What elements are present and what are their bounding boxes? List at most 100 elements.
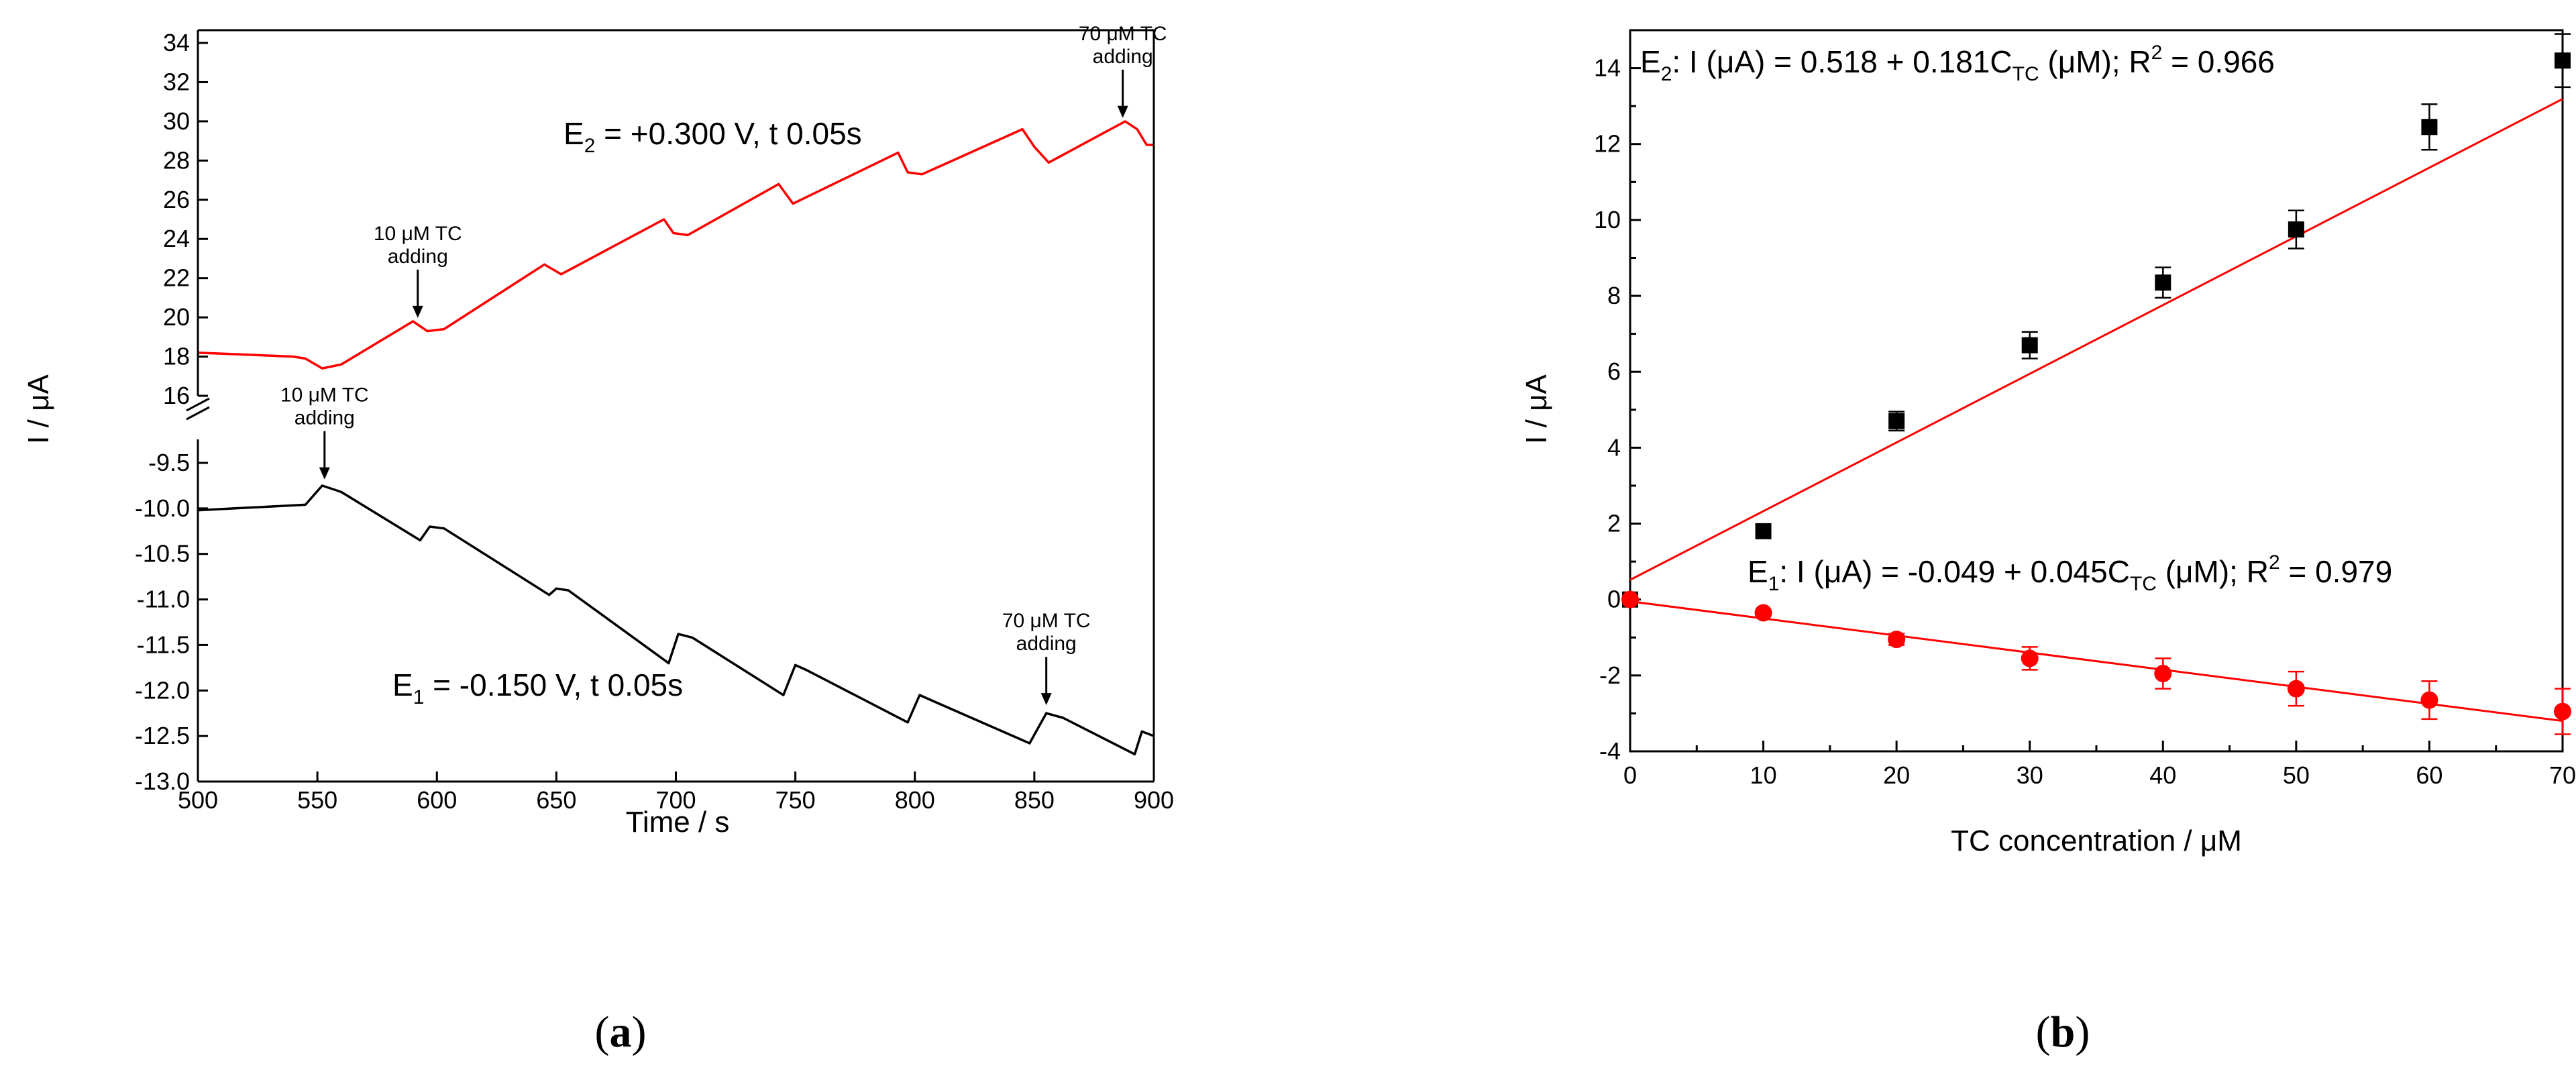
panel-b-e2-fit-line <box>1629 98 2563 581</box>
panel-a-upper-y-tick-label: 20 <box>163 303 190 331</box>
panel-b-data-points <box>1621 33 2571 735</box>
panel-a-upper-y-ticks: 16 18 20 22 24 26 28 30 32 34 <box>163 29 208 409</box>
panel-b-x-axis-title: TC concentration / μM <box>1951 824 2242 857</box>
annotation-text-line1: 10 μM TC <box>374 223 462 245</box>
annotation-text-line2: adding <box>1016 633 1077 655</box>
panel-a-y-axis-title: I / μA <box>22 374 55 444</box>
panel-a-upper-y-tick-label: 34 <box>163 29 190 56</box>
panel-a-e2-current-line <box>197 120 1154 370</box>
annotation-text-line2: adding <box>1093 46 1153 68</box>
panel-a-upper-y-tick-label: 32 <box>163 68 190 95</box>
panel-a-upper-y-tick-label: 18 <box>163 343 190 370</box>
panel-a-label: (a) <box>595 1008 647 1057</box>
panel-a-e2-label: E2 = +0.300 V, t 0.05s <box>564 116 862 157</box>
annotation-text-line1: 70 μM TC <box>1079 23 1167 45</box>
panel-b-e1-equation: E1: I (μA) = -0.049 + 0.045CTC (μM); R2 … <box>1748 551 2392 595</box>
annotation-arrow-head <box>1117 105 1128 118</box>
annotation-arrow-head <box>412 305 423 318</box>
panel-b-y-tick-label: 12 <box>1594 130 1621 158</box>
panel-b-y-tick-label: 8 <box>1607 282 1621 309</box>
panel-b-y-tick-label: 6 <box>1607 358 1621 385</box>
panel-a-x-ticks: 500 550 600 650 700 750 800 850 900 <box>178 771 1174 814</box>
panel-b-e1-point <box>2287 680 2305 698</box>
panel-b-chart: 0 10 20 30 40 50 60 70 -4 -2 0 2 4 6 8 10 12 14 E2: I (μA… <box>1520 29 2576 1057</box>
annotation-text-line2: adding <box>388 246 448 268</box>
panel-b-x-tick-label: 60 <box>2416 761 2443 789</box>
panel-a-axis-break-top <box>186 397 210 412</box>
panel-a-x-tick-label: 750 <box>775 786 816 814</box>
panel-b-x-tick-label: 50 <box>2283 761 2310 789</box>
panel-b-y-tick-label: 2 <box>1607 510 1621 537</box>
panel-a-upper-y-tick-label: 28 <box>163 146 190 174</box>
panel-a-upper-y-tick-label: 24 <box>163 225 190 252</box>
panel-b-fit-lines <box>1629 98 2563 723</box>
panel-a-x-tick-label: 700 <box>655 786 696 814</box>
panel-a-upper-y-tick-label: 22 <box>163 264 190 292</box>
panel-b-e2-equation: E2: I (μA) = 0.518 + 0.181CTC (μM); R2 =… <box>1640 42 2275 85</box>
panel-b-x-tick-label: 20 <box>1883 761 1910 789</box>
annotation-arrow-head <box>1040 693 1052 706</box>
panel-a-upper-y-tick-label: 16 <box>163 382 190 409</box>
panel-a-lower-y-tick-label: -11.5 <box>137 631 190 658</box>
panel-b-x-tick-label: 0 <box>1623 761 1637 789</box>
panel-b-label: (b) <box>2036 1008 2090 1057</box>
panel-a-axis-break-bottom <box>186 406 210 421</box>
panel-a-upper-y-tick-label: 30 <box>163 107 190 135</box>
panel-b-e2-point <box>2421 119 2438 136</box>
annotation-text-line1: 10 μM TC <box>280 384 369 407</box>
panel-a-x-tick-label: 900 <box>1134 786 1174 814</box>
panel-a-x-tick-label: 600 <box>417 786 457 814</box>
panel-a-lower-y-ticks: -9.5 -10.0 -10.5 -11.0 -11.5 -12.0 -12.5 -13.0 <box>135 449 208 795</box>
panel-b-x-tick-label: 10 <box>1750 761 1777 789</box>
panel-a-e1-label: E1 = -0.150 V, t 0.05s <box>392 667 683 708</box>
panel-b-e1-point <box>2021 649 2039 667</box>
panel-a-lower-y-tick-label: -12.0 <box>135 676 190 704</box>
annotation-text-line1: 70 μM TC <box>1002 610 1091 632</box>
annotation-arrow-head <box>319 467 330 480</box>
panel-b-y-tick-label: -4 <box>1599 737 1621 765</box>
panel-b-e1-point <box>2154 665 2172 683</box>
panel-b-y-tick-label: 4 <box>1607 433 1621 461</box>
panel-b-e1-point <box>1754 604 1772 622</box>
panel-a-upper-y-tick-label: 26 <box>163 186 190 213</box>
panel-b-x-tick-label: 30 <box>2017 761 2043 789</box>
panel-a-x-axis-title: Time / s <box>626 806 730 839</box>
panel-b-x-tick-label: 70 <box>2549 761 2576 789</box>
panel-a-lower-y-tick-label: -11.0 <box>137 586 190 613</box>
panel-a-lower-y-tick-label: -10.0 <box>135 494 190 522</box>
panel-a-series-layer <box>197 120 1155 756</box>
panel-a-lower-y-tick-label: -9.5 <box>148 449 190 476</box>
panel-a-lower-y-tick-label: -13.0 <box>135 767 190 795</box>
panel-b-y-tick-label: -2 <box>1599 661 1621 689</box>
panel-a-x-tick-label: 850 <box>1014 786 1055 814</box>
panel-a-x-tick-label: 650 <box>536 786 576 814</box>
panel-a-x-tick-label: 500 <box>178 786 218 814</box>
panel-a-e1-current-line <box>197 484 1155 756</box>
panel-b-e2-point <box>1888 413 1905 429</box>
annotation-text-line2: adding <box>294 407 355 429</box>
panel-a-chart: 500 550 600 650 700 750 800 850 900 16 18 20 22 24 26… <box>22 23 1174 1057</box>
panel-b-e1-fit-line <box>1629 600 2563 723</box>
panel-b-y-tick-label: 14 <box>1594 54 1621 82</box>
panel-a-x-tick-label: 550 <box>297 786 337 814</box>
panel-b-e1-point <box>1888 631 1906 649</box>
panel-b-e2-point <box>2021 337 2038 354</box>
panel-b-e1-point <box>2420 691 2438 709</box>
panel-b-e1-point <box>1621 590 1639 608</box>
panel-b-y-tick-label: 0 <box>1607 586 1621 613</box>
panel-b-e2-point <box>1755 523 1772 539</box>
panel-b-plot-frame <box>1629 29 2564 753</box>
panel-b-e2-point <box>2555 52 2571 69</box>
panel-b-y-tick-label: 10 <box>1594 206 1621 233</box>
panel-a-x-tick-label: 800 <box>895 786 935 814</box>
panel-a-lower-y-tick-label: -10.5 <box>135 540 190 568</box>
panel-b-x-tick-label: 40 <box>2149 761 2176 789</box>
panel-b-axes-ticks: 0 10 20 30 40 50 60 70 -4 -2 0 2 4 6 8 10 12 14 <box>1594 54 2576 789</box>
panel-b-y-axis-title: I / μA <box>1520 374 1553 444</box>
panel-b-e1-point <box>2554 702 2571 720</box>
panel-b-e2-point <box>2155 274 2171 291</box>
panel-a-lower-y-tick-label: -12.5 <box>135 722 190 749</box>
panel-b-e2-point <box>2288 221 2304 238</box>
